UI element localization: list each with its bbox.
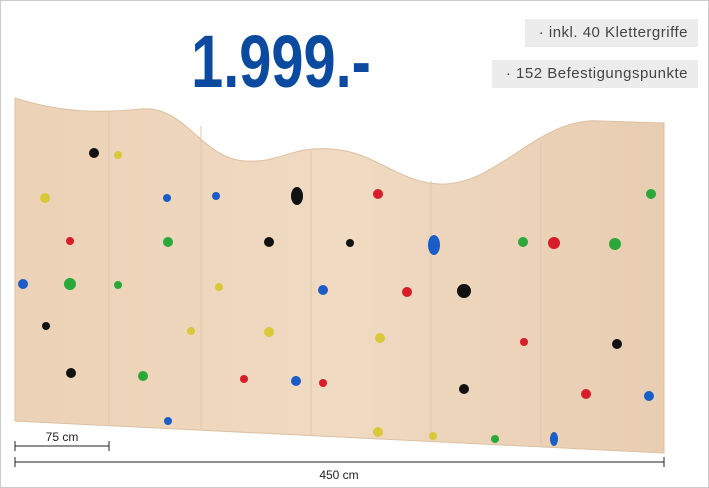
total-dimension: 450 cm [319, 468, 358, 482]
segment-dimension: 75 cm [46, 430, 79, 444]
climbing-wall [15, 98, 664, 453]
product-ad: 75 cm 450 cm 1.999.- · inkl. 40 Kletterg… [0, 0, 709, 488]
price: 1.999.- [191, 21, 371, 104]
feature-label: · 152 Befestigungspunkte [492, 60, 698, 88]
feature-label: · inkl. 40 Klettergriffe [525, 19, 698, 47]
